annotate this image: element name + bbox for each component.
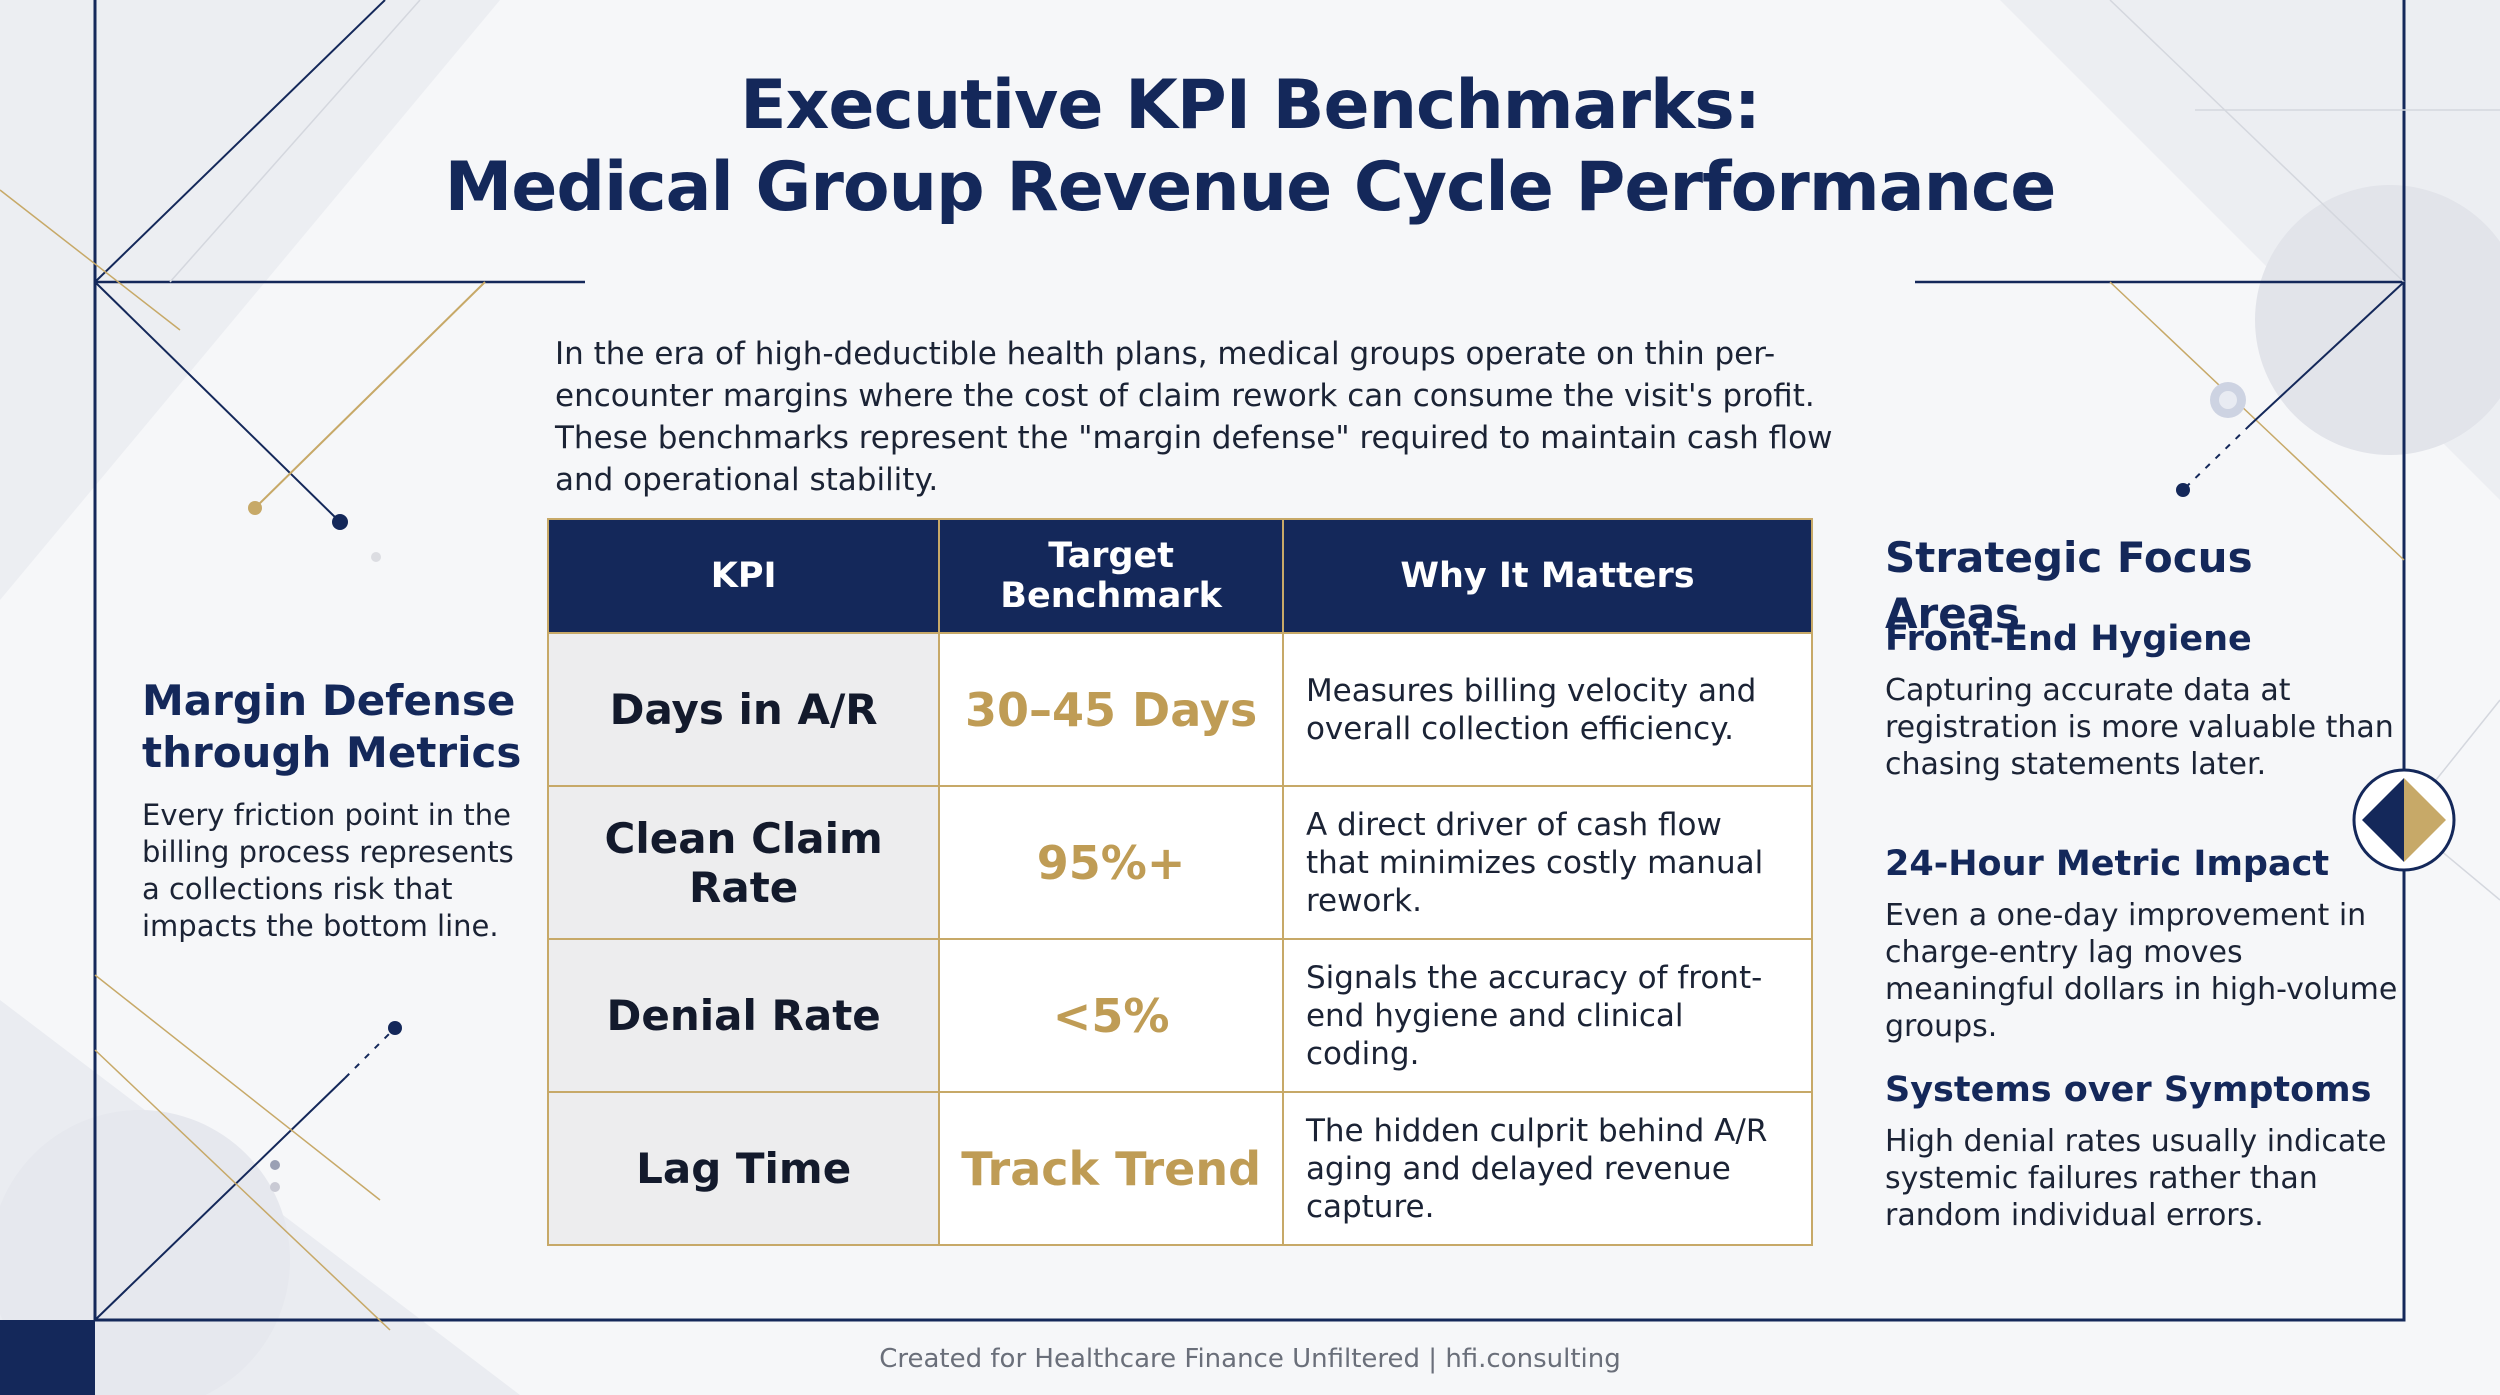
kpi-name-cell: Denial Rate xyxy=(546,938,941,1093)
kpi-table: KPI Target Benchmark Why It Matters Days… xyxy=(546,518,1814,1246)
focus-text-24-hour-impact: Even a one-day improvement in charge-ent… xyxy=(1885,898,2398,1044)
left-panel-text: Every friction point in the billing proc… xyxy=(142,798,514,943)
target-benchmark-cell: 95%+ xyxy=(938,785,1284,940)
why-it-matters-cell: The hidden culprit behind A/R aging and … xyxy=(1281,1091,1814,1246)
focus-heading-front-end-hygiene: Front-End Hygiene xyxy=(1885,619,2252,659)
focus-text-front-end-hygiene: Capturing accurate data at registration … xyxy=(1885,673,2394,782)
left-panel-heading: Margin Defense through Metrics xyxy=(142,676,522,777)
kpi-name-cell: Lag Time xyxy=(546,1091,941,1246)
focus-text-systems-over-symptoms: High denial rates usually indicate syste… xyxy=(1885,1124,2387,1233)
table-row: Days in A/R 30–45 Days Measures billing … xyxy=(546,632,1814,787)
page-title-line-1: Executive KPI Benchmarks: xyxy=(740,66,1761,145)
target-benchmark-cell: 30–45 Days xyxy=(938,632,1284,787)
table-row: Lag Time Track Trend The hidden culprit … xyxy=(546,1091,1814,1246)
focus-heading-24-hour-impact: 24-Hour Metric Impact xyxy=(1885,844,2330,884)
column-header-kpi: KPI xyxy=(546,518,941,634)
table-row: Clean Claim Rate 95%+ A direct driver of… xyxy=(546,785,1814,940)
table-header-row: KPI Target Benchmark Why It Matters xyxy=(546,518,1814,634)
target-benchmark-cell: <5% xyxy=(938,938,1284,1093)
right-panel-title: Strategic Focus Areas xyxy=(1885,533,2253,638)
kpi-name-cell: Clean Claim Rate xyxy=(546,785,941,940)
kpi-name-cell: Days in A/R xyxy=(546,632,941,787)
intro-paragraph: In the era of high-deductible health pla… xyxy=(555,336,1833,498)
why-it-matters-cell: Signals the accuracy of front-end hygien… xyxy=(1281,938,1814,1093)
table-row: Denial Rate <5% Signals the accuracy of … xyxy=(546,938,1814,1093)
column-header-why: Why It Matters xyxy=(1281,518,1814,634)
target-benchmark-cell: Track Trend xyxy=(938,1091,1284,1246)
page-title-line-2: Medical Group Revenue Cycle Performance xyxy=(444,148,2057,227)
why-it-matters-cell: A direct driver of cash flow that minimi… xyxy=(1281,785,1814,940)
column-header-target: Target Benchmark xyxy=(938,518,1284,634)
focus-heading-systems-over-symptoms: Systems over Symptoms xyxy=(1885,1070,2372,1110)
footer-credit: Created for Healthcare Finance Unfiltere… xyxy=(879,1344,1621,1374)
why-it-matters-cell: Measures billing velocity and overall co… xyxy=(1281,632,1814,787)
